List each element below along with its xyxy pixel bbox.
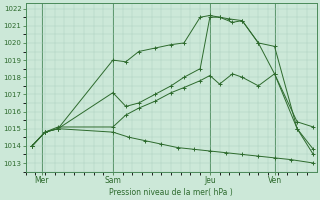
X-axis label: Pression niveau de la mer( hPa ): Pression niveau de la mer( hPa ) xyxy=(109,188,233,197)
